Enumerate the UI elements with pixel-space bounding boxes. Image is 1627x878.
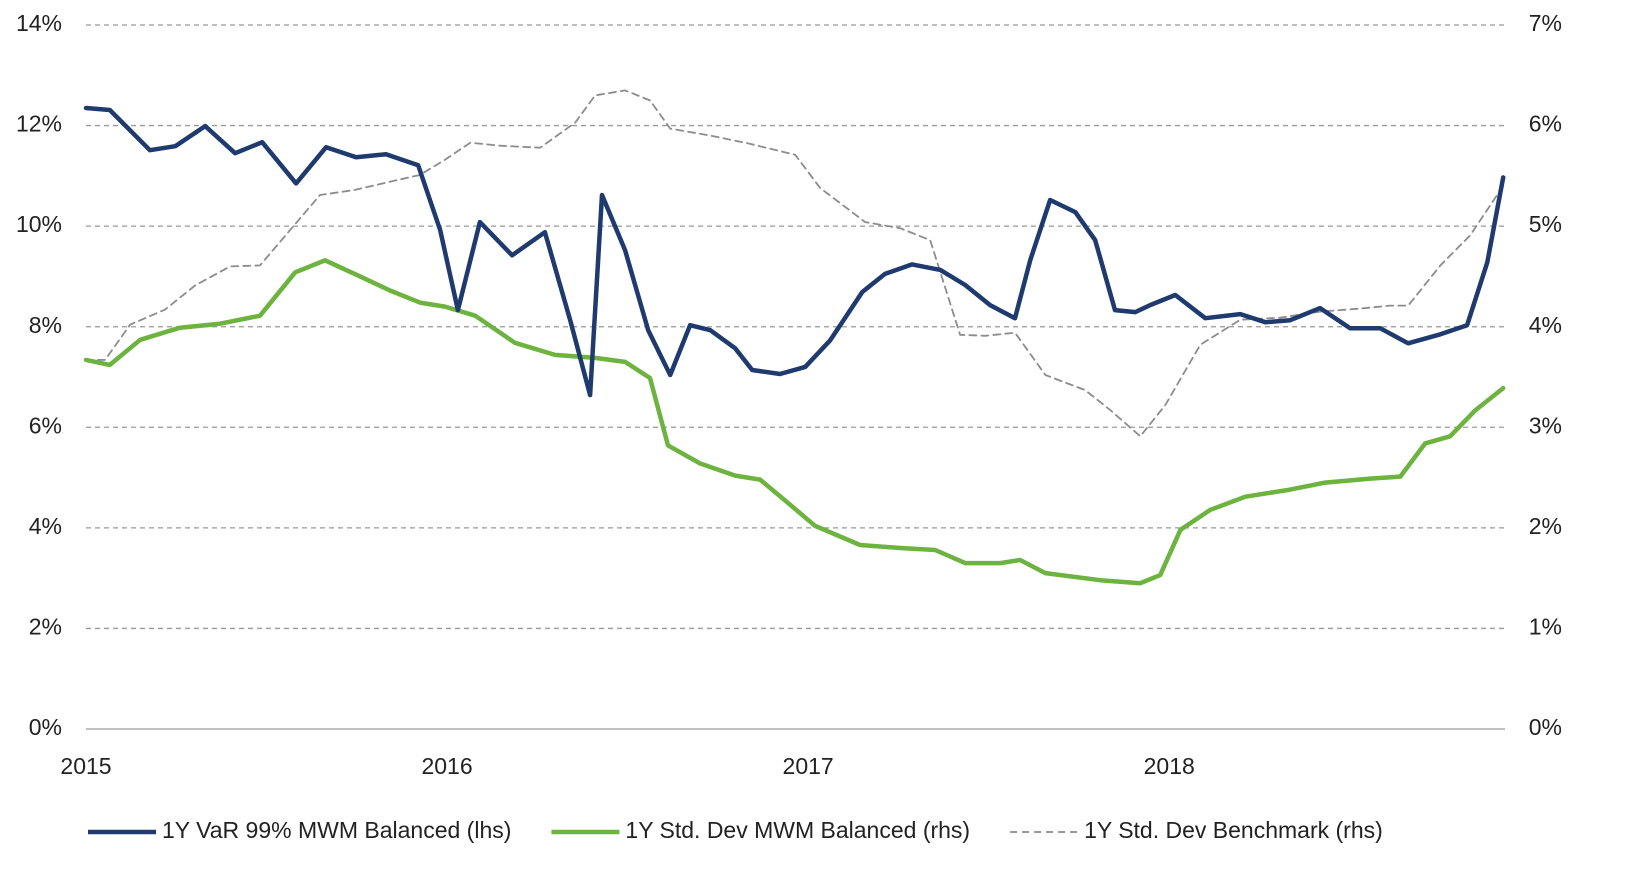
y-tick-label: 0% [29, 714, 62, 740]
legend-label: 1Y VaR 99% MWM Balanced (lhs) [162, 817, 511, 843]
y-tick-label: 10% [16, 211, 62, 237]
y-tick-label: 14% [16, 10, 62, 36]
series-line [85, 89, 1505, 438]
legend-label: 1Y Std. Dev Benchmark (rhs) [1084, 817, 1383, 843]
x-tick-label: 2017 [783, 753, 834, 779]
series-line [83, 105, 1506, 398]
y2-tick-label: 0% [1529, 714, 1562, 740]
x-tick-label: 2018 [1144, 753, 1195, 779]
y2-tick-label: 3% [1529, 412, 1562, 438]
y2-tick-label: 7% [1529, 10, 1562, 36]
y-tick-label: 6% [29, 412, 62, 438]
series-line [83, 258, 1506, 586]
y-tick-label: 8% [29, 312, 62, 338]
legend-label: 1Y Std. Dev MWM Balanced (rhs) [625, 817, 970, 843]
y-tick-label: 2% [29, 614, 62, 640]
x-tick-label: 2016 [421, 753, 472, 779]
y-tick-label: 12% [16, 111, 62, 137]
y-tick-label: 4% [29, 513, 62, 539]
y2-tick-label: 2% [1529, 513, 1562, 539]
x-tick-label: 2015 [60, 753, 111, 779]
y2-tick-label: 6% [1529, 111, 1562, 137]
y2-tick-label: 1% [1529, 614, 1562, 640]
y2-tick-label: 5% [1529, 211, 1562, 237]
y2-tick-label: 4% [1529, 312, 1562, 338]
